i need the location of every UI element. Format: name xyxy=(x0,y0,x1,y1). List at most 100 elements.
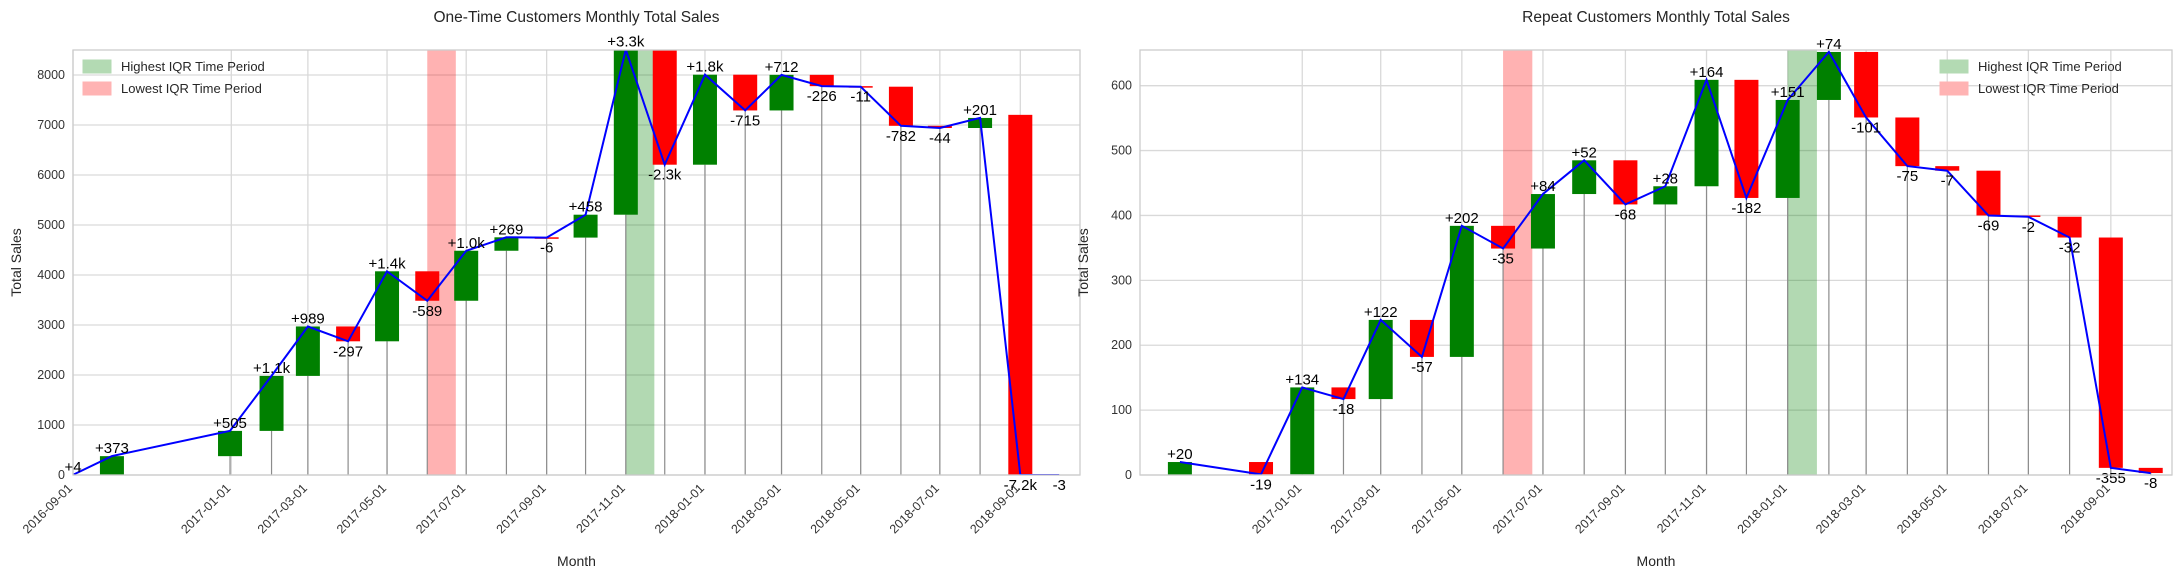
x-tick-label: 2017-09-01 xyxy=(494,481,549,536)
legend-label: Highest IQR Time Period xyxy=(1978,59,2122,74)
data-label: +269 xyxy=(490,221,524,238)
increase-bar xyxy=(494,237,519,251)
y-tick-label: 200 xyxy=(1111,338,1132,352)
y-tick-label: 100 xyxy=(1111,403,1132,417)
y-tick-label: 500 xyxy=(1111,144,1132,158)
x-tick-label: 2017-07-01 xyxy=(413,481,468,536)
x-tick-label: 2018-01-01 xyxy=(1735,481,1790,536)
decrease-bar xyxy=(1613,160,1638,205)
x-tick-label: 2018-05-01 xyxy=(1894,481,1949,536)
legend: Highest IQR Time Period Lowest IQR Time P… xyxy=(82,59,265,96)
decrease-bar xyxy=(1935,166,1960,171)
data-label: +1.8k xyxy=(686,59,724,76)
data-label: +989 xyxy=(291,310,325,327)
x-tick-label: 2016-09-01 xyxy=(20,481,75,536)
y-axis-label: Total Sales xyxy=(1075,228,1091,296)
decrease-bar xyxy=(1331,387,1356,400)
axes-frame xyxy=(1139,49,2173,476)
data-label: -11 xyxy=(850,89,871,106)
data-label: -782 xyxy=(886,128,916,145)
increase-bar xyxy=(1775,99,1800,198)
legend-label: Highest IQR Time Period xyxy=(121,59,265,74)
decrease-bar xyxy=(809,74,834,87)
y-tick-label: 6000 xyxy=(37,168,65,182)
increase-bar xyxy=(692,74,717,165)
increase-bar xyxy=(295,326,320,376)
increase-bar xyxy=(218,430,243,457)
decrease-bar xyxy=(1895,117,1920,167)
x-tick-label: 2017-05-01 xyxy=(1409,481,1464,536)
data-label: -297 xyxy=(333,343,363,360)
data-label: +164 xyxy=(1690,64,1724,81)
data-label: +373 xyxy=(95,440,129,457)
increase-bar xyxy=(1167,462,1192,475)
data-label: +134 xyxy=(1285,371,1319,388)
data-label: -32 xyxy=(2059,240,2081,257)
data-label: -355 xyxy=(2096,470,2126,487)
data-label: -68 xyxy=(1615,206,1637,223)
data-labels: +4+373+505+1.1k+989-297+1.4k-589+1.0k+26… xyxy=(64,34,1065,494)
x-tick-label: 2018-07-01 xyxy=(1975,481,2030,536)
increase-bar xyxy=(613,50,638,215)
data-label: -715 xyxy=(730,112,760,129)
decrease-bar xyxy=(888,86,913,126)
y-tick-label: 400 xyxy=(1111,208,1132,222)
increase-bar xyxy=(1449,225,1474,357)
x-tick-label: 2017-03-01 xyxy=(255,481,310,536)
data-labels: +20 -19 +134 -18 +122 -57 +202 -35 +84 +52 -68 +28 +… xyxy=(1167,36,2157,493)
increase-bar xyxy=(259,375,284,431)
data-label: -226 xyxy=(807,88,837,105)
data-label: -75 xyxy=(1897,168,1919,185)
increase-bar xyxy=(375,271,400,342)
y-tick-label: 5000 xyxy=(37,218,65,232)
data-label: -2 xyxy=(2022,219,2035,236)
data-label: +1.0k xyxy=(448,235,486,252)
y-tick-label: 1000 xyxy=(37,418,65,432)
cumulative-line xyxy=(73,50,1060,475)
increase-bar xyxy=(769,74,794,111)
increase-bar xyxy=(1368,319,1393,400)
chart-2: +20 -19 +134 -18 +122 -57 +202 -35 +84 +52 -68 +28 +… xyxy=(1075,9,2173,569)
data-label: -2.3k xyxy=(648,167,682,184)
x-tick-labels: 2016-09-01 2017-01-01 2017-03-01 2017-05-01… xyxy=(20,481,1022,536)
data-label: +505 xyxy=(213,415,247,432)
y-tick-label: 300 xyxy=(1111,273,1132,287)
x-tick-label: 2017-03-01 xyxy=(1328,481,1383,536)
x-tick-label: 2018-03-01 xyxy=(1813,481,1868,536)
decrease-bar xyxy=(2057,216,2082,238)
data-label: -19 xyxy=(1250,476,1272,493)
data-label: -69 xyxy=(1978,217,2000,234)
x-tick-label: 2018-09-01 xyxy=(2058,481,2113,536)
x-tick-labels: 2017-01-01 2017-03-01 2017-05-01 2017-07-01… xyxy=(1249,481,2113,536)
decrease-bar xyxy=(1976,170,2001,216)
data-label: +712 xyxy=(765,59,799,76)
decrease-bar xyxy=(927,125,952,128)
increase-bar xyxy=(1816,51,1841,100)
chart-title: One-Time Customers Monthly Total Sales xyxy=(434,9,720,26)
increase-bar xyxy=(1694,79,1719,187)
increase-bar xyxy=(454,250,479,301)
lowest-iqr-span xyxy=(427,50,456,475)
data-label: +122 xyxy=(1364,304,1398,321)
increase-bar xyxy=(573,214,598,238)
increase-bar xyxy=(1530,194,1555,249)
x-axis-label: Month xyxy=(1637,553,1676,569)
data-label: +74 xyxy=(1816,36,1841,53)
y-tick-label: 3000 xyxy=(37,318,65,332)
data-label: -101 xyxy=(1851,119,1881,136)
data-label: +28 xyxy=(1653,170,1678,187)
decrease-bar xyxy=(1008,114,1033,475)
legend: Highest IQR Time Period Lowest IQR Time P… xyxy=(1939,59,2122,96)
x-tick-label: 2018-03-01 xyxy=(729,481,784,536)
axes-frame xyxy=(72,49,1081,476)
data-label: +201 xyxy=(963,102,997,119)
cumulative-line xyxy=(1179,50,2151,475)
x-tick-label: 2017-09-01 xyxy=(1572,481,1627,536)
data-label: -6 xyxy=(540,240,553,257)
x-tick-label: 2017-11-01 xyxy=(573,481,627,535)
increase-bar xyxy=(1572,160,1597,195)
data-label: +151 xyxy=(1771,84,1805,101)
x-axis-label: Month xyxy=(557,553,596,569)
y-axis-label: Total Sales xyxy=(8,228,24,296)
